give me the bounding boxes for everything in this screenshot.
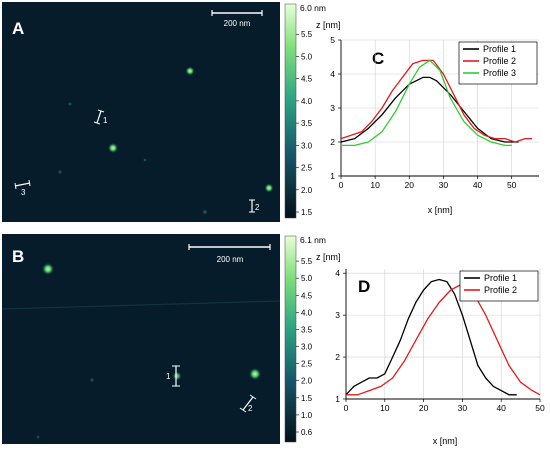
panel-label-a: A [12,19,24,38]
colorbar-tick-label: 3.0 [301,141,313,150]
colorbar-tick-label: 1.5 [301,394,313,403]
x-tick-label: 0 [344,403,349,413]
profile-marker-a-2: 2 [249,199,260,213]
panel-label-d: D [358,277,370,296]
x-tick-label: 50 [507,180,517,190]
colorbar-tick-label: 3.0 [301,343,313,352]
profile-marker-a-3: 3 [14,179,31,197]
particle [42,263,54,275]
colorbar-tick-label: 0.6 [301,428,313,437]
chart-d: z [nm] D 0 10 20 30 40 50 1 2 3 4 Profile 1 Profile… [316,252,545,446]
colorbar-tick-label: 5.5 [301,30,313,39]
y-tick-label: 1 [335,394,340,404]
profile-marker-a-1: 1 [93,109,108,125]
panel-a: A 200 nm 1 2 3 6.0 nm [2,2,326,222]
colorbar-a: 6.0 nm 5.5 5.0 4.5 4.0 3.5 3.0 2.5 2.0 1.5 [284,3,326,219]
colorbar-tick-label: 2.5 [301,164,313,173]
scalebar-label-b: 200 nm [217,255,244,264]
colorbar-tick-label: 3.5 [301,119,313,128]
profile-marker-label: 1 [103,116,108,125]
y-tick-label: 1 [330,171,335,181]
afm-image-a [2,2,280,222]
colorbar-tick-label: 2.5 [301,360,313,369]
particle [249,368,261,380]
legend-label: Profile 3 [483,68,516,78]
y-tick-label: 3 [330,103,335,113]
particle [89,377,95,383]
y-tick-label: 4 [335,268,340,278]
legend-label: Profile 1 [483,44,516,54]
y-tick-label: 4 [330,69,335,79]
legend-label: Profile 1 [484,273,517,283]
x-tick-label: 0 [339,180,344,190]
x-tick-label: 10 [370,180,380,190]
colorbar-tick-label: 1.5 [301,208,313,217]
scalebar-b: 200 nm [188,244,271,264]
profile-marker-label: 2 [255,203,260,212]
x-tick-label: 20 [419,403,429,413]
colorbar-tick-label: 3.5 [301,325,313,334]
series-line-1 [345,278,517,396]
colorbar-tick-label: 5.0 [301,274,313,283]
colorbar-tick-label: 5.5 [301,257,313,266]
colorbar-tick-label: 2.0 [301,186,313,195]
x-tick-label: 40 [496,403,506,413]
colorbar-b: 6.1 nm 5.5 5.0 4.5 4.0 3.5 3.0 2.5 2.0 1.5 1.0 0.6 [284,235,326,443]
legend [459,270,539,302]
particle [57,169,63,175]
particle [143,158,147,162]
panel-label-c: C [372,49,384,68]
y-tick-label: 3 [335,310,340,320]
series-line-2 [340,59,533,143]
particle [202,209,208,215]
x-tick-label: 50 [535,403,545,413]
x-tick-label: 20 [405,180,415,190]
particle [264,183,274,193]
colorbar-tick-label: 4.0 [301,308,313,317]
particle [185,66,195,76]
panel-b: B 200 nm 1 2 6.1 nm 5.5 5.0 4.5 4.0 3.5 3.0 2.… [1,234,326,444]
scan-artifact-line [1,300,281,310]
series-line-1 [340,76,519,143]
colorbar-max-label: 6.0 nm [300,3,326,13]
x-tick-label: 30 [439,180,449,190]
profile-marker-b-2: 2 [239,394,257,413]
series-line-2 [346,283,541,396]
particle [108,143,118,153]
particle [67,101,73,107]
particle [172,371,182,381]
y-axis-label-d: z [nm] [316,252,341,262]
colorbar-tick-label: 4.5 [301,291,313,300]
colorbar-tick-label: 4.5 [301,75,313,84]
x-tick-label: 30 [458,403,468,413]
colorbar-max-label: 6.1 nm [300,235,326,245]
x-tick-label: 10 [380,403,390,413]
particle [36,435,40,439]
legend-label: Profile 2 [484,285,517,295]
profile-marker-b-1: 1 [166,365,180,387]
series-line-3 [341,59,512,147]
profile-marker-label: 2 [248,404,253,413]
profile-marker-label: 3 [21,188,26,197]
colorbar-tick-label: 2.0 [301,377,313,386]
x-axis-label-c: x [nm] [428,205,453,215]
profile-marker-label: 1 [166,372,171,381]
x-axis-label-d: x [nm] [433,436,458,446]
colorbar-tick-label: 5.0 [301,52,313,61]
colorbar-tick-label: 4.0 [301,97,313,106]
panel-label-b: B [12,247,24,266]
colorbar-tick-label: 1.0 [301,411,313,420]
y-tick-label: 2 [330,137,335,147]
y-tick-label: 5 [330,35,335,45]
chart-c: z [nm] C 0 10 20 30 40 50 1 2 3 4 5 Profile 1 Profil… [316,20,539,215]
y-axis-label-c: z [nm] [316,20,341,30]
x-tick-label: 40 [473,180,483,190]
scalebar-a: 200 nm [211,10,263,28]
y-tick-label: 2 [335,352,340,362]
scalebar-label-a: 200 nm [224,19,251,28]
legend-label: Profile 2 [483,56,516,66]
